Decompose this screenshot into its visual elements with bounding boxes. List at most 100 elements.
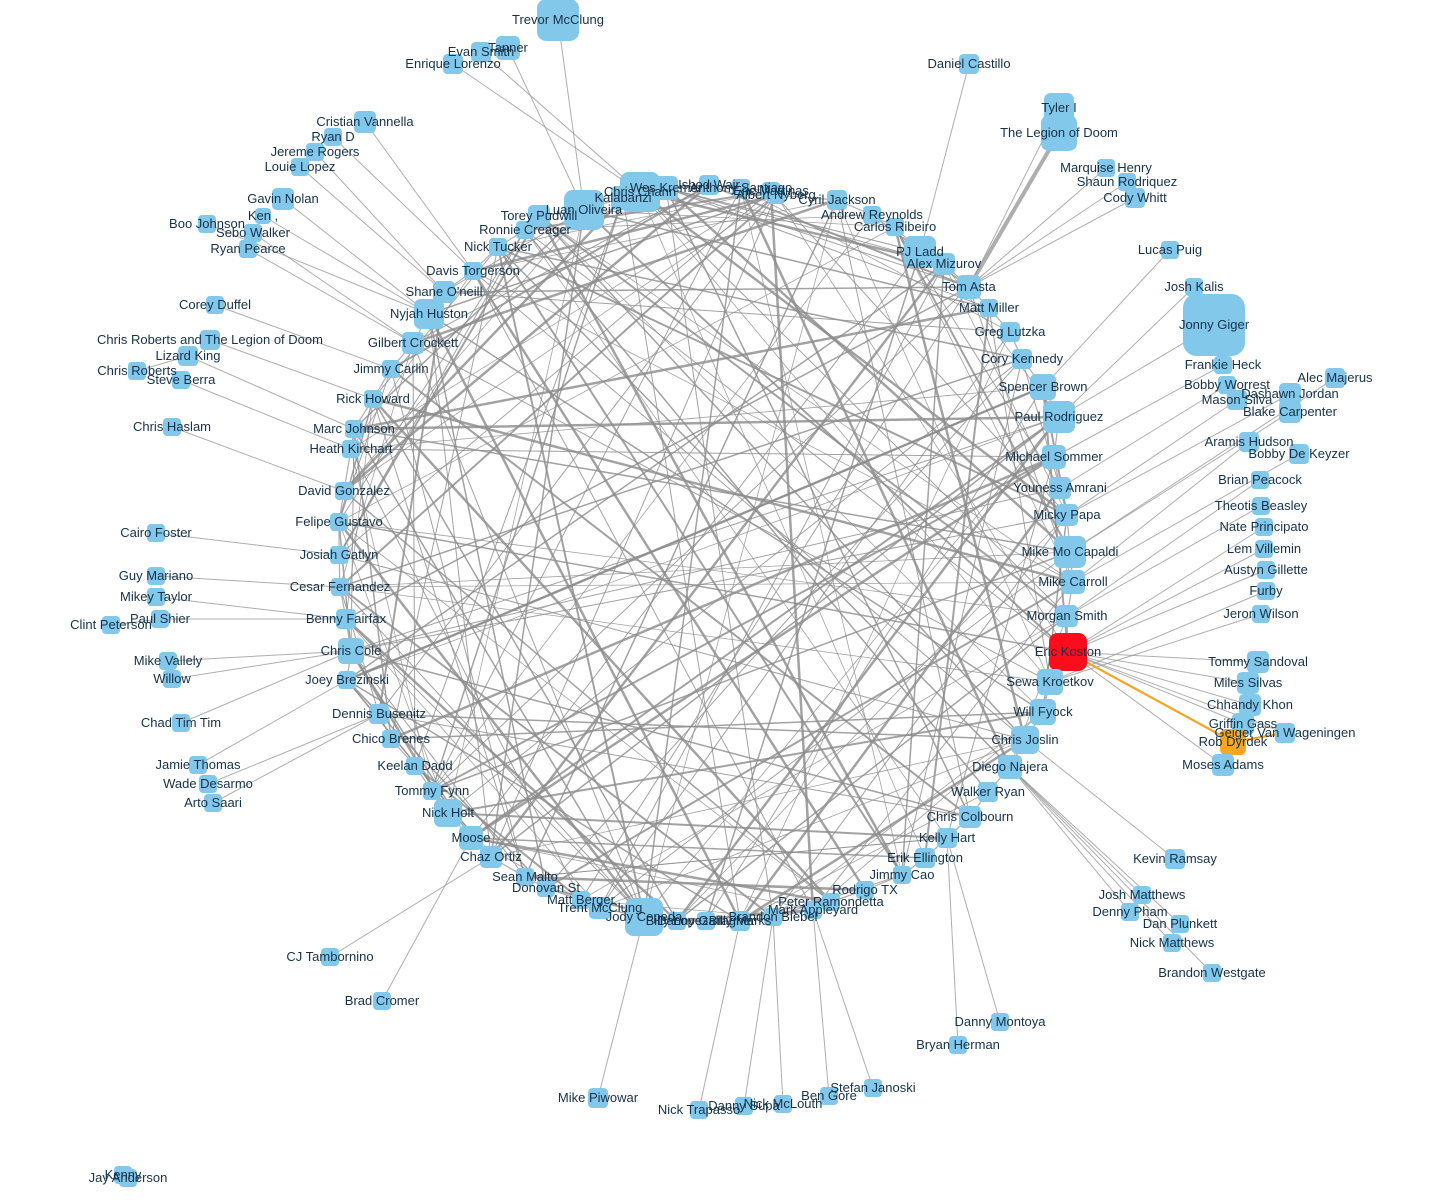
svg-text:Nick Tucker: Nick Tucker [464, 239, 533, 254]
svg-text:Matt Miller: Matt Miller [959, 300, 1020, 315]
svg-text:Nate Principato: Nate Principato [1220, 519, 1309, 534]
svg-text:Miles Silvas: Miles Silvas [1214, 675, 1283, 690]
svg-text:Wade Desarmo: Wade Desarmo [163, 776, 253, 791]
svg-text:Ryan D: Ryan D [311, 129, 354, 144]
svg-text:Alec Majerus: Alec Majerus [1297, 370, 1373, 385]
svg-text:Mikey Taylor: Mikey Taylor [120, 589, 193, 604]
svg-text:Walker Ryan: Walker Ryan [951, 784, 1025, 799]
svg-text:Marc Johnson: Marc Johnson [313, 421, 395, 436]
svg-text:Nick Trapasso: Nick Trapasso [658, 1102, 740, 1117]
svg-text:Furby: Furby [1249, 583, 1283, 598]
svg-text:Kenny: Kenny [105, 1167, 142, 1182]
svg-text:Arto Saari: Arto Saari [184, 795, 242, 810]
svg-text:Theotis Beasley: Theotis Beasley [1215, 498, 1308, 513]
svg-text:Chris Joslin: Chris Joslin [991, 732, 1058, 747]
svg-text:Rick Howard: Rick Howard [336, 391, 410, 406]
svg-text:Jeron Wilson: Jeron Wilson [1223, 606, 1298, 621]
svg-text:Morgan Smith: Morgan Smith [1027, 608, 1108, 623]
svg-text:Ryan Pearce: Ryan Pearce [210, 241, 285, 256]
svg-text:Bryan Herman: Bryan Herman [916, 1037, 1000, 1052]
svg-text:Enrique Lorenzo: Enrique Lorenzo [405, 56, 500, 71]
svg-text:Cody Whitt: Cody Whitt [1103, 190, 1167, 205]
svg-text:Erik Ellington: Erik Ellington [887, 850, 963, 865]
svg-text:Nick Holt: Nick Holt [422, 805, 474, 820]
svg-text:Keelan Dadd: Keelan Dadd [377, 758, 452, 773]
svg-text:Corey Duffel: Corey Duffel [179, 297, 251, 312]
svg-text:Nick Matthews: Nick Matthews [1130, 935, 1215, 950]
svg-text:Lucas Puig: Lucas Puig [1138, 242, 1202, 257]
svg-text:Paul Shier: Paul Shier [130, 611, 191, 626]
svg-text:Dennis Busenitz: Dennis Busenitz [332, 706, 426, 721]
svg-text:Gavin Nolan: Gavin Nolan [247, 191, 319, 206]
svg-text:Marquise Henry: Marquise Henry [1060, 160, 1152, 175]
svg-text:Frankie Heck: Frankie Heck [1185, 357, 1262, 372]
svg-text:Josh Kalis: Josh Kalis [1164, 279, 1224, 294]
svg-text:Michael Sommer: Michael Sommer [1005, 449, 1103, 464]
svg-text:David Gonzalez: David Gonzalez [298, 483, 390, 498]
svg-text:Ronnie Creager: Ronnie Creager [479, 222, 571, 237]
svg-text:Chris Cole: Chris Cole [321, 643, 382, 658]
svg-text:Louie Lopez: Louie Lopez [265, 159, 336, 174]
svg-text:Tyler I: Tyler I [1041, 100, 1076, 115]
svg-text:Spencer Brown: Spencer Brown [999, 379, 1088, 394]
svg-text:Cesar Fernandez: Cesar Fernandez [290, 579, 390, 594]
svg-text:Gilbert Crockett: Gilbert Crockett [368, 335, 459, 350]
svg-text:Sewa Kroetkov: Sewa Kroetkov [1006, 674, 1094, 689]
svg-text:Eric Koston: Eric Koston [1035, 644, 1101, 659]
svg-text:Felipe Gustavo: Felipe Gustavo [295, 514, 382, 529]
svg-text:Cairo Foster: Cairo Foster [120, 525, 192, 540]
svg-text:Austyn Gillette: Austyn Gillette [1224, 562, 1308, 577]
svg-text:Chris Roberts: Chris Roberts [97, 363, 177, 378]
svg-text:Moose: Moose [451, 830, 490, 845]
svg-text:Cyril Jackson: Cyril Jackson [798, 192, 875, 207]
svg-text:Boo Johnson: Boo Johnson [169, 216, 245, 231]
svg-text:Alex Mizurov: Alex Mizurov [907, 256, 982, 271]
svg-text:Paul Rodriguez: Paul Rodriguez [1015, 409, 1104, 424]
svg-text:Chad Tim Tim: Chad Tim Tim [141, 715, 221, 730]
svg-text:Jonny Giger: Jonny Giger [1179, 317, 1250, 332]
svg-text:Kelly Hart: Kelly Hart [919, 830, 976, 845]
svg-text:Youness Amrani: Youness Amrani [1013, 480, 1107, 495]
svg-text:Bobby De Keyzer: Bobby De Keyzer [1248, 446, 1350, 461]
svg-text:Mike Mo Capaldi: Mike Mo Capaldi [1022, 544, 1119, 559]
svg-text:Chico Brenes: Chico Brenes [352, 731, 431, 746]
svg-text:Davis Torgerson: Davis Torgerson [426, 263, 520, 278]
svg-text:Tom Asta: Tom Asta [942, 279, 996, 294]
svg-text:Sean Malto: Sean Malto [492, 869, 558, 884]
svg-text:Diego Najera: Diego Najera [972, 759, 1049, 774]
svg-text:Tommy Sandoval: Tommy Sandoval [1208, 654, 1308, 669]
svg-text:Josh Matthews: Josh Matthews [1099, 887, 1186, 902]
svg-text:Micky Papa: Micky Papa [1033, 507, 1101, 522]
svg-text:CJ Tambornino: CJ Tambornino [286, 949, 373, 964]
svg-text:Chaz Ortiz: Chaz Ortiz [460, 849, 521, 864]
svg-text:The Legion of Doom: The Legion of Doom [1000, 125, 1118, 140]
svg-text:Joey Brezinski: Joey Brezinski [305, 672, 389, 687]
svg-text:Lem Villemin: Lem Villemin [1227, 541, 1301, 556]
svg-text:Daniel Castillo: Daniel Castillo [927, 56, 1010, 71]
svg-text:Jimmy Cao: Jimmy Cao [869, 867, 934, 882]
svg-text:Ken ,: Ken , [248, 208, 278, 223]
svg-text:Mike Vallely: Mike Vallely [134, 653, 203, 668]
svg-text:Nyjah Huston: Nyjah Huston [390, 306, 468, 321]
svg-text:Brad Cromer: Brad Cromer [345, 993, 420, 1008]
svg-text:Chhandy Khon: Chhandy Khon [1207, 697, 1293, 712]
svg-text:Kevin Ramsay: Kevin Ramsay [1133, 851, 1217, 866]
svg-text:Brandon Westgate: Brandon Westgate [1158, 965, 1265, 980]
svg-text:Benny Fairfax: Benny Fairfax [306, 611, 387, 626]
svg-text:Moses Adams: Moses Adams [1182, 757, 1264, 772]
svg-text:Shaun Rodriquez: Shaun Rodriquez [1077, 174, 1177, 189]
svg-text:Blake Carpenter: Blake Carpenter [1243, 404, 1338, 419]
svg-text:Mike Carroll: Mike Carroll [1038, 574, 1107, 589]
svg-text:Willow: Willow [153, 671, 191, 686]
svg-text:Jereme Rogers: Jereme Rogers [271, 144, 360, 159]
svg-text:Dashawn Jordan: Dashawn Jordan [1241, 386, 1339, 401]
svg-text:Rob Dyrdek: Rob Dyrdek [1199, 734, 1268, 749]
svg-text:Cory Kennedy: Cory Kennedy [981, 351, 1064, 366]
svg-text:Shane O'neill: Shane O'neill [406, 284, 483, 299]
svg-text:Guy Mariano: Guy Mariano [119, 568, 193, 583]
svg-text:Jamie Thomas: Jamie Thomas [155, 757, 241, 772]
svg-text:Josiah Gatlyn: Josiah Gatlyn [300, 547, 379, 562]
svg-text:Danny Montoya: Danny Montoya [954, 1014, 1046, 1029]
svg-text:Greg Lutzka: Greg Lutzka [975, 324, 1047, 339]
svg-text:Chris Roberts and The Legion o: Chris Roberts and The Legion of Doom [97, 332, 323, 347]
